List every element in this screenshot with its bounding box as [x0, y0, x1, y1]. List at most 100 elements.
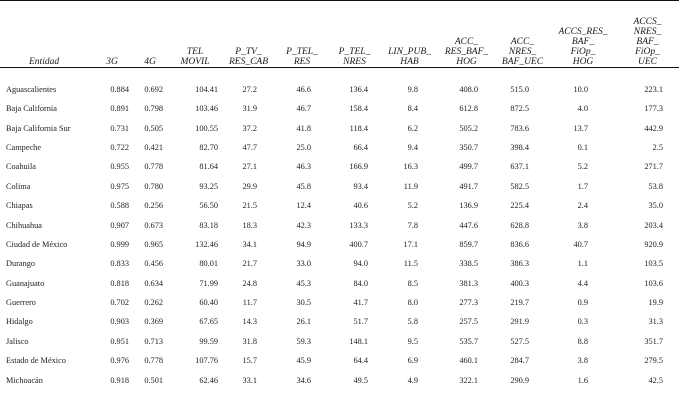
column-header-line: ACCS_RES_: [558, 27, 608, 37]
value-cell-p-tel-res: 26.1: [296, 317, 311, 327]
value-cell-p-tel-res: 46.3: [296, 162, 311, 172]
value-cell-p-tel-res: 94.9: [296, 239, 311, 249]
value-cell-acc-nres-baf-uec: 582.5: [510, 181, 529, 191]
column-header-line: NRES_: [633, 27, 662, 37]
value-cell-acc-nres-baf-uec: 386.3: [510, 259, 529, 269]
value-cell-accs-res-baf-fiop-hog: 3.8: [577, 356, 588, 366]
value-cell-p-tv-res-cab: 33.1: [242, 375, 257, 385]
value-cell-p-tel-res: 30.5: [296, 298, 311, 308]
value-cell-3g: 0.903: [110, 317, 129, 327]
value-cell-lin-pub-hab: 9.8: [407, 85, 418, 94]
value-cell-p-tel-nres: 133.3: [349, 220, 368, 230]
state-name-cell: Guerrero: [6, 298, 36, 308]
value-cell-acc-nres-baf-uec: 628.8: [510, 220, 529, 230]
value-cell-p-tel-res: 12.4: [296, 201, 311, 211]
value-cell-accs-nres-baf-fiop-uec: 31.3: [648, 317, 663, 327]
table-row: Aguascalientes 0.884 0.692 104.41 27.2 46.6 13…: [0, 70, 679, 99]
state-name-cell: Baja California: [6, 104, 57, 114]
value-cell-p-tv-res-cab: 31.9: [242, 104, 257, 114]
state-name-cell: Jalisco: [6, 336, 29, 346]
table-row: Ciudad de México 0.999 0.965 132.46 34.1 94.9…: [0, 235, 679, 254]
value-cell-p-tel-nres: 158.4: [349, 104, 368, 114]
column-header-line: 4G: [144, 57, 156, 67]
state-name-cell: Hidalgo: [6, 317, 33, 327]
value-cell-tel-movil: 80.01: [199, 259, 218, 269]
value-cell-p-tel-nres: 49.5: [353, 375, 368, 385]
column-header-line: FiOp_: [570, 47, 596, 57]
value-cell-p-tel-res: 59.3: [296, 336, 311, 346]
value-cell-3g: 0.976: [110, 356, 129, 366]
state-name-cell: Aguascalientes: [6, 85, 57, 94]
value-cell-accs-nres-baf-fiop-uec: 203.4: [644, 220, 663, 230]
value-cell-acc-res-baf-hog: 447.6: [459, 220, 478, 230]
column-header-line: HOG: [456, 57, 477, 67]
value-cell-3g: 0.999: [110, 239, 129, 249]
column-header-line: ACCS_: [633, 17, 662, 27]
value-cell-acc-res-baf-hog: 257.5: [459, 317, 478, 327]
value-cell-tel-movil: 82.70: [199, 142, 218, 152]
value-cell-acc-nres-baf-uec: 515.0: [510, 85, 529, 94]
value-cell-p-tel-res: 46.6: [296, 85, 311, 94]
column-header-tel-movil: TEL MOVIL: [169, 0, 221, 70]
value-cell-p-tv-res-cab: 47.7: [242, 142, 257, 152]
value-cell-4g: 0.713: [144, 336, 163, 346]
value-cell-p-tel-nres: 66.4: [353, 142, 368, 152]
value-cell-4g: 0.798: [144, 104, 163, 114]
value-cell-p-tel-nres: 40.6: [353, 201, 368, 211]
column-header-line: ACC_: [454, 37, 479, 47]
value-cell-p-tv-res-cab: 21.7: [242, 259, 257, 269]
column-header-line: 3G: [106, 57, 118, 67]
value-cell-accs-res-baf-fiop-hog: 0.9: [577, 298, 588, 308]
column-header-acc-res-baf-hog: ACC_ RES_BAF_ HOG: [438, 0, 495, 70]
value-cell-p-tel-res: 46.7: [296, 104, 311, 114]
value-cell-p-tel-nres: 64.4: [353, 356, 368, 366]
value-cell-p-tel-nres: 400.7: [349, 239, 368, 249]
column-header-p-tel-res: P_TEL_ RES: [276, 0, 328, 70]
value-cell-3g: 0.955: [110, 162, 129, 172]
column-header-line: BAF_: [571, 37, 595, 47]
value-cell-p-tel-nres: 148.1: [349, 336, 368, 346]
value-cell-accs-res-baf-fiop-hog: 1.6: [577, 375, 588, 385]
value-cell-p-tel-nres: 166.9: [349, 162, 368, 172]
value-cell-tel-movil: 103.46: [195, 104, 218, 114]
state-name-cell: Coahuila: [6, 162, 36, 172]
value-cell-p-tv-res-cab: 27.2: [242, 85, 257, 94]
value-cell-acc-res-baf-hog: 322.1: [459, 375, 478, 385]
value-cell-acc-nres-baf-uec: 398.4: [510, 142, 529, 152]
value-cell-p-tv-res-cab: 24.8: [242, 278, 257, 288]
column-header-line: FiOp_: [635, 47, 660, 57]
value-cell-p-tel-res: 34.6: [296, 375, 311, 385]
value-cell-acc-nres-baf-uec: 291.9: [510, 317, 529, 327]
column-header-lin-pub-hab: LIN_PUB_ HAB: [381, 0, 438, 70]
telecom-indicators-table: Entidad 3G 4G TEL MOVIL P_TV_ RES_CAB P_TEL_ RES…: [0, 0, 679, 389]
column-header-accs-res-baf-fiop-hog: ACCS_RES_ BAF_ FiOp_ HOG: [550, 0, 616, 70]
value-cell-acc-res-baf-hog: 277.3: [459, 298, 478, 308]
state-name-cell: Chiapas: [6, 201, 33, 211]
table-row: Michoacán 0.918 0.501 62.46 33.1 34.6 49.5 4.9 3…: [0, 370, 679, 389]
value-cell-acc-nres-baf-uec: 284.7: [510, 356, 529, 366]
table-row: Campeche 0.722 0.421 82.70 47.7 25.0 66.4 9.4 35…: [0, 138, 679, 157]
value-cell-acc-res-baf-hog: 350.7: [459, 142, 478, 152]
value-cell-acc-res-baf-hog: 460.1: [459, 356, 478, 366]
value-cell-tel-movil: 83.18: [199, 220, 218, 230]
value-cell-accs-res-baf-fiop-hog: 0.3: [577, 317, 588, 327]
value-cell-acc-nres-baf-uec: 527.5: [510, 336, 529, 346]
value-cell-accs-nres-baf-fiop-uec: 103.6: [644, 278, 663, 288]
value-cell-4g: 0.965: [144, 239, 163, 249]
value-cell-p-tv-res-cab: 21.5: [242, 201, 257, 211]
column-header-line: NRES_: [508, 47, 537, 57]
column-header-line: Entidad: [29, 57, 60, 67]
value-cell-acc-res-baf-hog: 859.7: [459, 239, 478, 249]
value-cell-acc-res-baf-hog: 499.7: [459, 162, 478, 172]
value-cell-p-tel-nres: 41.7: [353, 298, 368, 308]
column-header-line: HOG: [572, 57, 594, 67]
value-cell-acc-nres-baf-uec: 872.5: [510, 104, 529, 114]
value-cell-3g: 0.907: [110, 220, 129, 230]
value-cell-tel-movil: 99.59: [199, 336, 218, 346]
column-header-line: MOVIL: [180, 57, 210, 67]
header-divider-rule: [0, 67, 679, 68]
value-cell-acc-nres-baf-uec: 400.3: [510, 278, 529, 288]
value-cell-accs-res-baf-fiop-hog: 1.7: [577, 181, 588, 191]
value-cell-4g: 0.634: [144, 278, 163, 288]
state-name-cell: Guanajuato: [6, 278, 45, 288]
